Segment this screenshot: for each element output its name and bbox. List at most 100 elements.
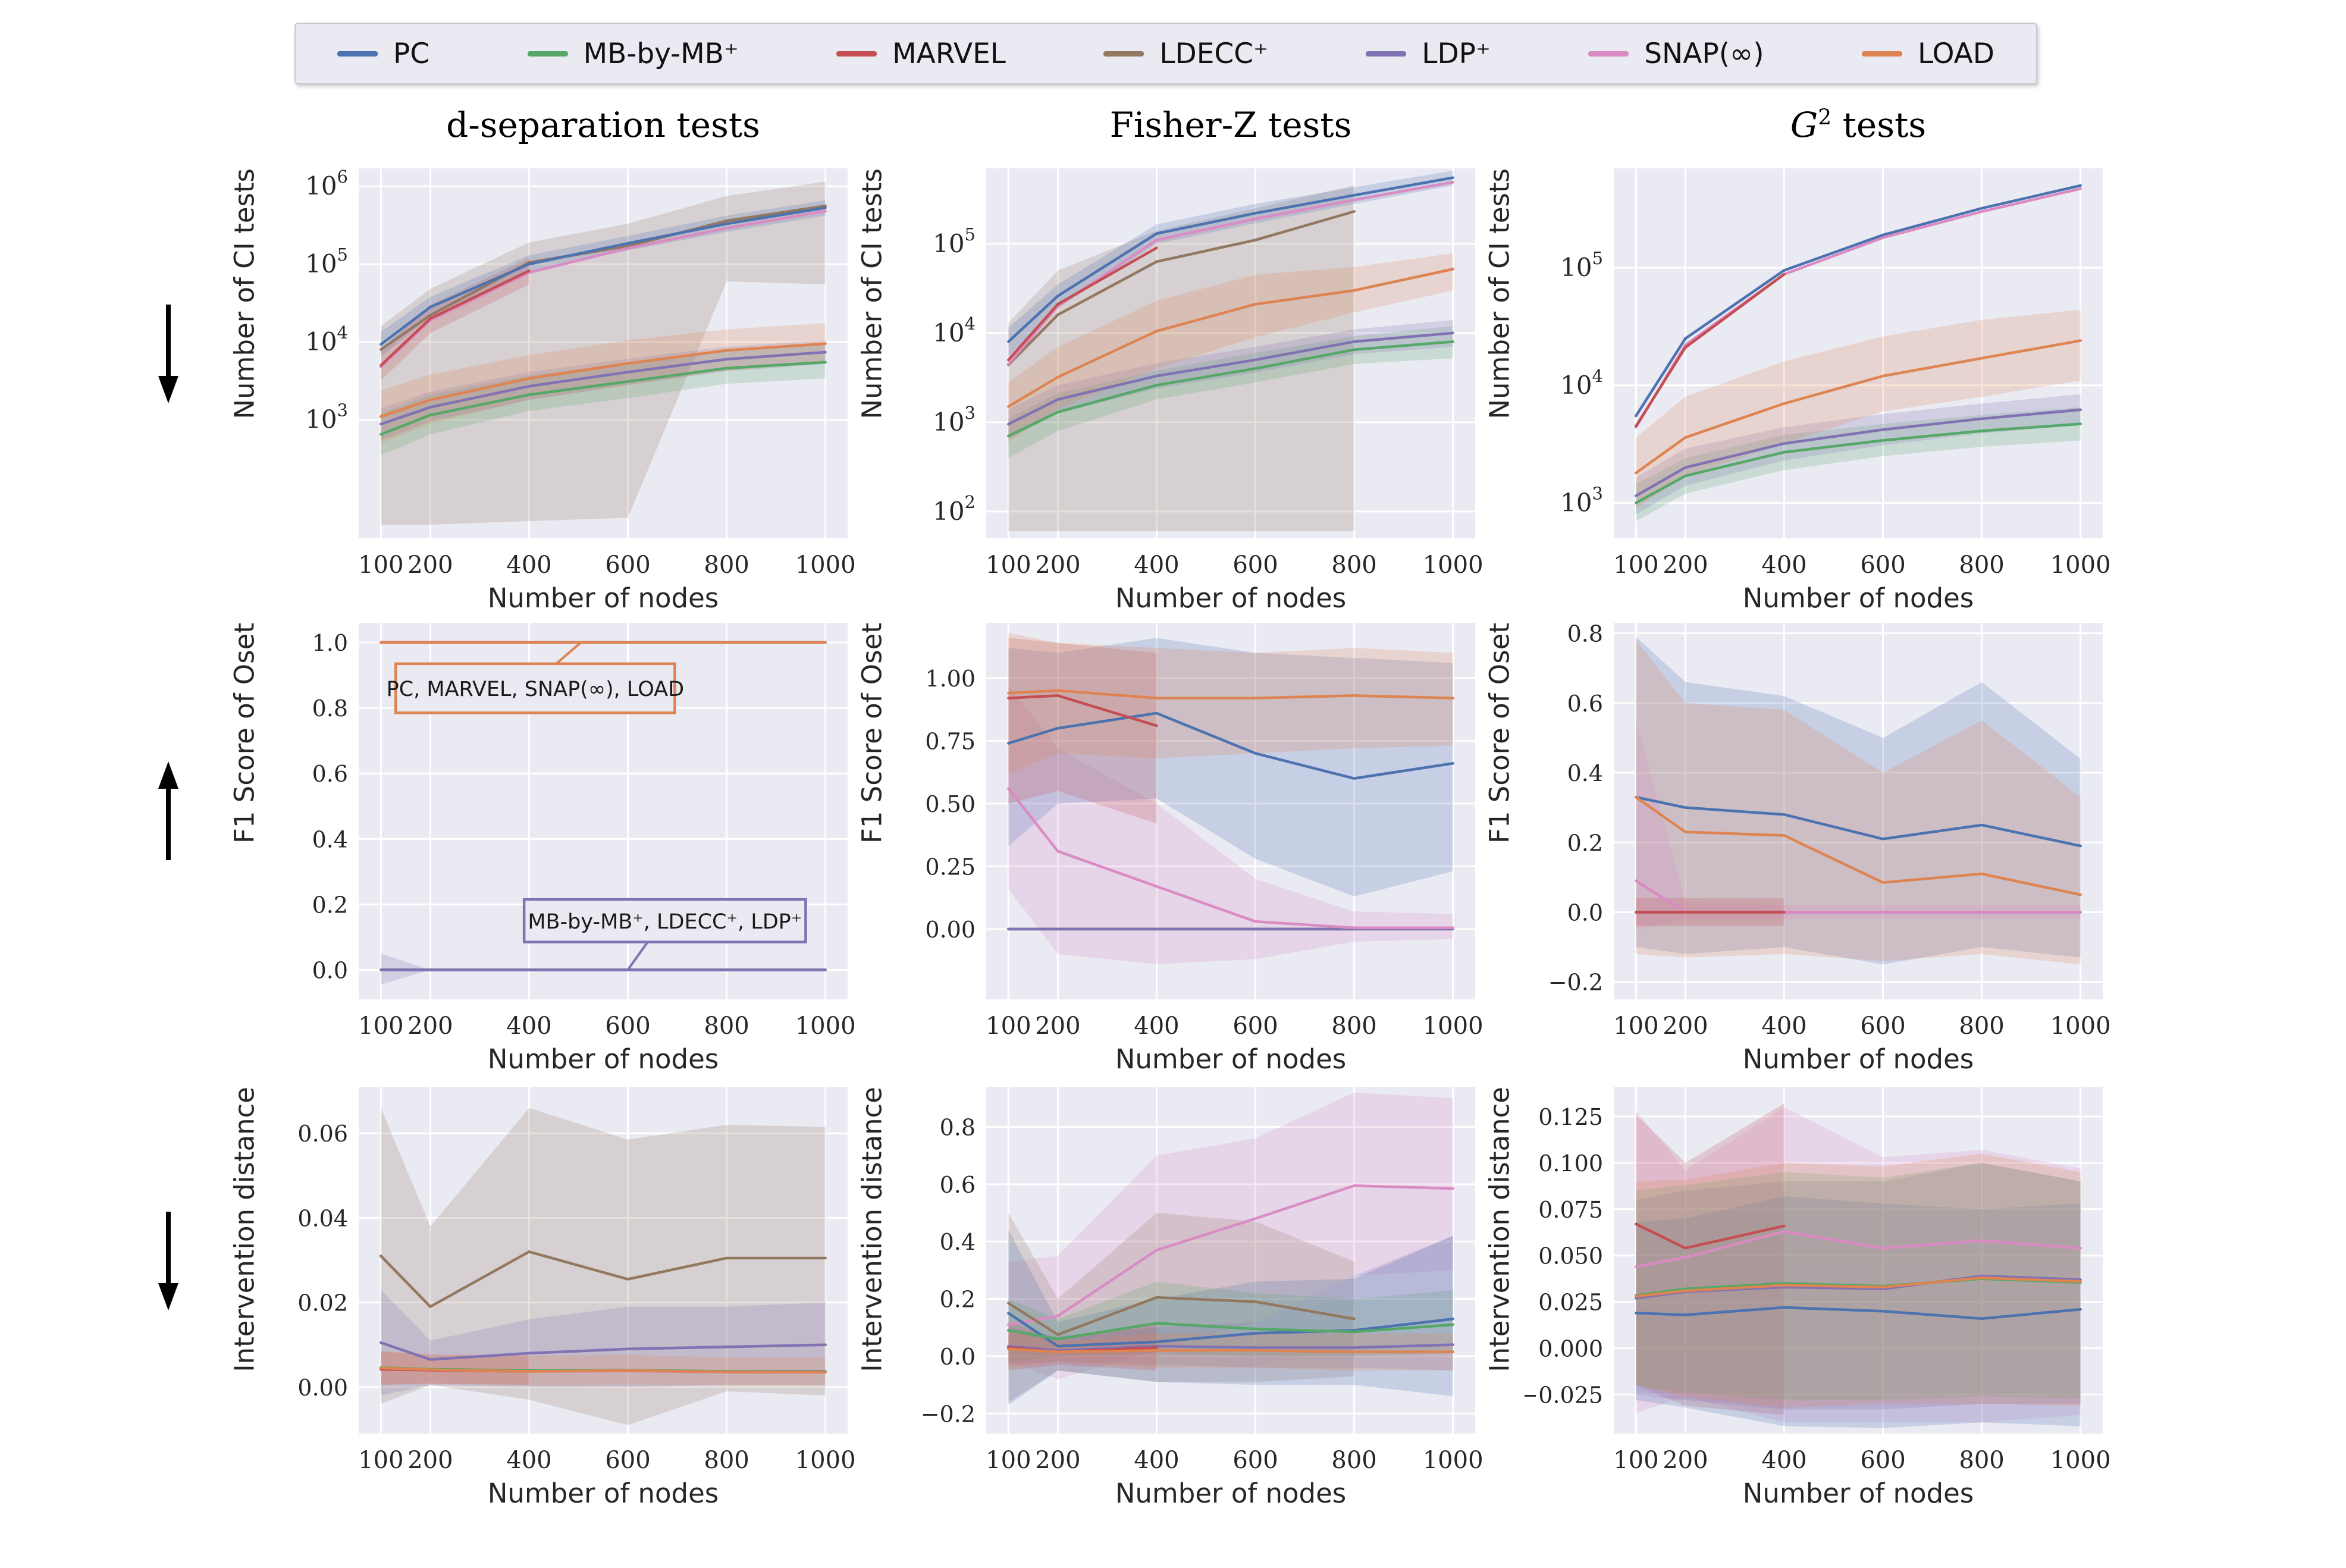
legend-label: LOAD xyxy=(1917,37,1994,70)
plot-area: 100 200 400 600 800 1000 −0.2 0.0 0.2 0.4 0.6 0.8 xyxy=(1525,614,2112,1079)
y-axis-label: Number of CI tests xyxy=(228,168,261,419)
chart-dsep-f1-oset: 100 200 400 600 800 1000 0.0 0.2 0.4 0.6 0.8 1.0 PC,… xyxy=(158,614,857,1079)
column-title-g2: G2 tests xyxy=(1790,105,1927,145)
svg-text:200: 200 xyxy=(1663,1012,1708,1040)
svg-text:200: 200 xyxy=(407,551,453,579)
y-axis-label: Number of CI tests xyxy=(1484,168,1516,419)
svg-text:400: 400 xyxy=(506,551,551,579)
svg-text:400: 400 xyxy=(1761,1012,1806,1040)
mb-by-mb-line-swatch xyxy=(527,51,568,57)
svg-text:0.25: 0.25 xyxy=(925,854,976,880)
plot-svg: 100 200 400 600 800 1000 102 103 104 105 xyxy=(933,168,1484,579)
svg-text:200: 200 xyxy=(407,1447,453,1474)
svg-text:0.00: 0.00 xyxy=(297,1375,348,1401)
plot-svg: 100 200 400 600 800 1000 0.0 0.2 0.4 0.6 0.8 1.0 PC,… xyxy=(312,623,856,1040)
svg-text:PC, MARVEL, SNAP(∞), LOAD: PC, MARVEL, SNAP(∞), LOAD xyxy=(387,678,684,701)
svg-text:800: 800 xyxy=(1331,551,1376,579)
legend-label: LDECC⁺ xyxy=(1159,37,1268,70)
ldp-line-swatch xyxy=(1366,51,1407,57)
svg-text:600: 600 xyxy=(605,551,650,579)
svg-text:600: 600 xyxy=(1232,1447,1278,1474)
svg-text:1000: 1000 xyxy=(2050,1012,2111,1040)
svg-text:105: 105 xyxy=(1560,248,1603,282)
svg-text:0.0: 0.0 xyxy=(1567,899,1603,926)
y-axis-label: Intervention distance xyxy=(856,1087,888,1372)
plot-area: 100 200 400 600 800 1000 103 104 105 106 xyxy=(269,159,857,618)
svg-text:105: 105 xyxy=(933,224,976,258)
svg-text:100: 100 xyxy=(358,551,403,579)
y-axis-label: Number of CI tests xyxy=(856,168,888,419)
svg-text:400: 400 xyxy=(1134,1447,1179,1474)
svg-text:1000: 1000 xyxy=(2050,1447,2111,1474)
svg-text:0.8: 0.8 xyxy=(312,695,348,722)
svg-text:600: 600 xyxy=(1232,1012,1278,1040)
svg-text:0.4: 0.4 xyxy=(1567,760,1603,786)
column-title-dsep: d-separation tests xyxy=(446,105,760,145)
svg-text:600: 600 xyxy=(605,1012,650,1040)
svg-text:600: 600 xyxy=(605,1447,650,1474)
chart-g2-f1-oset: 100 200 400 600 800 1000 −0.2 0.0 0.2 0.4 0.6 0.8 F… xyxy=(1484,614,2112,1079)
svg-text:−0.2: −0.2 xyxy=(921,1401,976,1427)
y-axis-label: F1 Score of Oset xyxy=(856,623,888,844)
x-axis-label: Number of nodes xyxy=(487,582,719,614)
x-axis-label: Number of nodes xyxy=(1115,582,1347,614)
svg-text:100: 100 xyxy=(986,1447,1031,1474)
svg-text:0.75: 0.75 xyxy=(925,728,976,754)
legend-label: LDP⁺ xyxy=(1422,37,1491,70)
svg-text:0.4: 0.4 xyxy=(312,826,348,852)
chart-g2-ci-tests: 100 200 400 600 800 1000 103 104 105 Number of C… xyxy=(1484,159,2112,616)
svg-text:1000: 1000 xyxy=(795,1447,856,1474)
svg-text:800: 800 xyxy=(1331,1447,1376,1474)
plot-area: 100 200 400 600 800 1000 0.0 0.2 0.4 0.6 0.8 1.0 PC,… xyxy=(269,614,857,1079)
plot-svg: 100 200 400 600 800 1000 −0.2 0.0 0.2 0.4 0.6 0.8 xyxy=(1548,621,2111,1040)
plot-svg: 100 200 400 600 800 1000 −0.2 0.0 0.2 0.4 0.6 0.8 xyxy=(921,1087,1484,1474)
pc-line-swatch xyxy=(337,51,378,57)
svg-text:1000: 1000 xyxy=(795,1012,856,1040)
y-axis-label: Intervention distance xyxy=(1484,1087,1516,1372)
y-axis-label: F1 Score of Oset xyxy=(228,623,261,844)
svg-text:106: 106 xyxy=(305,167,348,200)
plot-svg: 100 200 400 600 800 1000 −0.025 0.000 0.025 0.050… xyxy=(1519,1087,2111,1474)
svg-text:0.02: 0.02 xyxy=(297,1290,348,1316)
svg-text:103: 103 xyxy=(305,400,348,434)
svg-text:0.0: 0.0 xyxy=(312,957,348,983)
svg-text:0.075: 0.075 xyxy=(1538,1197,1603,1223)
svg-text:1000: 1000 xyxy=(1423,1447,1484,1474)
svg-text:200: 200 xyxy=(407,1012,453,1040)
svg-text:400: 400 xyxy=(1134,551,1179,579)
svg-text:800: 800 xyxy=(704,551,749,579)
svg-text:0.50: 0.50 xyxy=(925,791,976,817)
svg-text:−0.2: −0.2 xyxy=(1548,970,1603,996)
svg-text:100: 100 xyxy=(1613,551,1658,579)
svg-text:103: 103 xyxy=(933,403,976,437)
plot-area: 100 200 400 600 800 1000 −0.025 0.000 0.025 0.050… xyxy=(1519,1078,2112,1513)
legend-item-ldp: LDP⁺ xyxy=(1366,37,1491,70)
svg-text:0.000: 0.000 xyxy=(1538,1336,1603,1362)
x-axis-label: Number of nodes xyxy=(1742,1043,1974,1075)
x-axis-label: Number of nodes xyxy=(1742,1478,1974,1509)
svg-text:0.100: 0.100 xyxy=(1538,1150,1603,1177)
svg-text:MB-by-MB⁺, LDECC⁺, LDP⁺: MB-by-MB⁺, LDECC⁺, LDP⁺ xyxy=(528,910,802,934)
snap-line-swatch xyxy=(1588,51,1629,57)
plot-area: 100 200 400 600 800 1000 0.00 0.25 0.50 0.75 1.00 xyxy=(897,614,1484,1079)
legend-item-mb-by-mb: MB-by-MB⁺ xyxy=(527,37,739,70)
svg-text:400: 400 xyxy=(1761,1447,1806,1474)
svg-text:200: 200 xyxy=(1035,551,1080,579)
svg-text:800: 800 xyxy=(704,1012,749,1040)
svg-text:0.00: 0.00 xyxy=(925,917,976,943)
svg-text:104: 104 xyxy=(933,313,976,347)
plot-svg: 100 200 400 600 800 1000 103 104 105 106 xyxy=(305,167,855,579)
svg-text:100: 100 xyxy=(358,1447,403,1474)
legend: PC MB-by-MB⁺ MARVEL LDECC⁺ LDP⁺ SNAP(∞) … xyxy=(294,23,2037,84)
chart-g2-intervention-distance: 100 200 400 600 800 1000 −0.025 0.000 0.025 0.050… xyxy=(1484,1078,2112,1513)
legend-item-snap: SNAP(∞) xyxy=(1588,37,1764,70)
plot-area: 100 200 400 600 800 1000 −0.2 0.0 0.2 0.4 0.6 0.8 xyxy=(897,1078,1484,1513)
x-axis-label: Number of nodes xyxy=(1115,1043,1347,1075)
chart-dsep-intervention-distance: 100 200 400 600 800 1000 0.00 0.02 0.04 0.06 Inte… xyxy=(158,1078,857,1511)
marvel-line-swatch xyxy=(836,51,877,57)
svg-text:200: 200 xyxy=(1035,1012,1080,1040)
svg-text:400: 400 xyxy=(1761,551,1806,579)
svg-text:102: 102 xyxy=(933,492,976,526)
svg-text:1000: 1000 xyxy=(1423,551,1484,579)
svg-text:200: 200 xyxy=(1035,1447,1080,1474)
